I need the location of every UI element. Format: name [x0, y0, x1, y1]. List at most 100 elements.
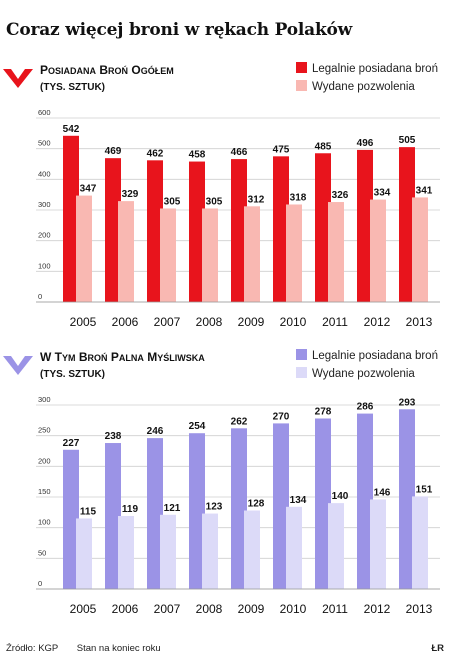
bar-permits [160, 208, 176, 302]
down-arrow-icon [3, 356, 33, 375]
data-label: 293 [399, 397, 416, 408]
bar-permits [328, 503, 344, 589]
legend-swatch [296, 367, 307, 378]
note-label: Stan na koniec roku [76, 643, 161, 654]
bar-legal [105, 443, 121, 589]
data-label: 254 [189, 421, 206, 432]
data-label: 270 [273, 411, 290, 422]
data-label: 462 [147, 148, 164, 159]
footer: Źródło: KGP Stan na koniec roku [6, 643, 161, 654]
data-label: 238 [105, 431, 122, 442]
page-title: Coraz więcej broni w rękach Polaków [6, 20, 353, 40]
chart-title: W TYM BROŃ PALNA MYŚLIWSKA [40, 350, 205, 364]
data-label: 475 [273, 144, 290, 155]
data-label: 341 [416, 185, 433, 196]
bar-legal [357, 149, 373, 302]
data-label: 318 [290, 192, 307, 203]
data-label: 123 [206, 502, 223, 513]
x-tick-label: 2010 [280, 315, 307, 329]
y-tick-label: 0 [38, 579, 42, 588]
x-tick-label: 2013 [406, 602, 433, 616]
data-label: 151 [416, 484, 433, 495]
y-tick-label: 200 [38, 456, 51, 465]
y-tick-label: 250 [38, 426, 51, 435]
y-tick-label: 100 [38, 261, 51, 270]
data-label: 119 [122, 504, 139, 515]
data-label: 246 [147, 426, 164, 437]
x-tick-label: 2011 [322, 315, 348, 329]
x-tick-label: 2007 [154, 315, 181, 329]
data-label: 134 [290, 495, 307, 506]
bar-permits [244, 206, 260, 302]
x-tick-label: 2008 [196, 602, 223, 616]
data-label: 505 [399, 135, 416, 146]
bar-legal [63, 449, 79, 589]
bar-permits [76, 518, 92, 589]
data-label: 312 [248, 194, 265, 205]
bar-legal [231, 428, 247, 589]
bar-legal [315, 418, 331, 589]
x-tick-label: 2012 [364, 602, 391, 616]
bar-legal [63, 135, 79, 302]
bar-permits [160, 514, 176, 589]
x-tick-label: 2011 [322, 602, 348, 616]
legend-swatch [296, 349, 307, 360]
y-tick-label: 100 [38, 518, 51, 527]
source-label: Źródło: KGP [6, 643, 59, 654]
x-tick-label: 2008 [196, 315, 223, 329]
legend-swatch [296, 62, 307, 73]
x-tick-label: 2013 [406, 315, 433, 329]
data-label: 334 [374, 188, 391, 199]
chart-hunting-weapons: W TYM BROŃ PALNA MYŚLIWSKA (TYS. SZTUK) Le… [3, 349, 440, 616]
data-label: 469 [105, 146, 122, 157]
bar-permits [202, 208, 218, 302]
data-label: 121 [164, 503, 181, 514]
bar-permits [202, 513, 218, 589]
bar-legal [273, 423, 289, 589]
bar-legal [105, 158, 121, 302]
legend-label: Wydane pozwolenia [312, 81, 415, 93]
data-label: 329 [122, 189, 139, 200]
data-label: 347 [80, 184, 97, 195]
bar-legal [189, 161, 205, 302]
bar-legal [315, 153, 331, 302]
data-label: 140 [332, 491, 349, 502]
x-tick-label: 2007 [154, 602, 181, 616]
bar-permits [76, 195, 92, 302]
data-label: 278 [315, 406, 332, 417]
bar-permits [412, 197, 428, 302]
bar-legal [399, 409, 415, 589]
x-tick-label: 2009 [238, 602, 265, 616]
bar-permits [118, 516, 134, 589]
chart-total-weapons: POSIADANA BROŃ OGÓŁEM (TYS. SZTUK) Legalni… [3, 62, 440, 329]
data-label: 128 [248, 498, 265, 509]
bar-permits [370, 199, 386, 302]
y-tick-label: 50 [38, 548, 46, 557]
bar-permits [244, 510, 260, 589]
y-tick-label: 0 [38, 292, 42, 301]
x-tick-label: 2010 [280, 602, 307, 616]
bar-permits [286, 506, 302, 589]
y-tick-label: 300 [38, 200, 51, 209]
x-tick-label: 2005 [70, 315, 97, 329]
y-tick-label: 150 [38, 487, 51, 496]
bar-permits [286, 204, 302, 302]
legend-swatch [296, 80, 307, 91]
bar-permits [118, 201, 134, 302]
data-label: 496 [357, 138, 374, 149]
legend-label: Legalnie posiadana broń [312, 63, 438, 75]
y-tick-label: 400 [38, 169, 51, 178]
bar-legal [147, 438, 163, 589]
data-label: 326 [332, 190, 349, 201]
bar-legal [357, 413, 373, 589]
credit-label: ŁR [431, 643, 444, 654]
y-tick-label: 200 [38, 231, 51, 240]
chart-subtitle: (TYS. SZTUK) [40, 369, 105, 380]
bar-legal [189, 433, 205, 589]
bar-permits [412, 496, 428, 589]
data-label: 542 [63, 124, 80, 135]
bar-permits [328, 202, 344, 302]
down-arrow-icon [3, 69, 33, 88]
legend-label: Legalnie posiadana broń [312, 350, 438, 362]
bar-legal [147, 160, 163, 302]
